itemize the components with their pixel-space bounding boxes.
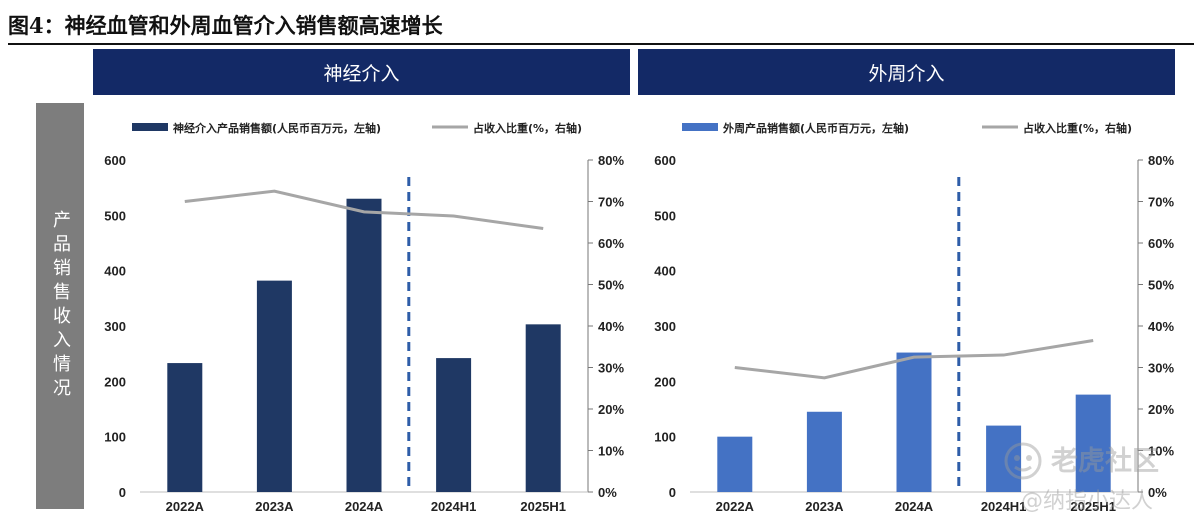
y-right-tick-label: 40% xyxy=(1148,319,1174,334)
bar-2025H1 xyxy=(1075,394,1111,492)
y-right-tick-label: 20% xyxy=(1148,402,1174,417)
x-tick-label: 2022A xyxy=(716,499,755,514)
watermark-user: @纳指小达人 xyxy=(1021,489,1154,514)
legend: 外周产品销售额(人民币百万元，左轴) 占收入比重(%，右轴) xyxy=(682,121,1132,135)
bar-2024H1 xyxy=(436,358,472,492)
y-right-tick-label: 0% xyxy=(1148,485,1167,500)
y-left-tick-label: 100 xyxy=(104,430,126,445)
watermark-brand: 老虎社区 xyxy=(1051,446,1159,477)
y-right-tick-label: 70% xyxy=(598,195,624,210)
y-left-tick-label: 0 xyxy=(669,485,676,500)
title-divider xyxy=(8,43,1194,45)
y-right-tick-label: 70% xyxy=(1148,195,1174,210)
x-tick-label: 2024H1 xyxy=(431,499,477,514)
legend-line-label: 占收入比重(%，右轴) xyxy=(473,121,582,135)
watermark: 老虎社区 @纳指小达人 xyxy=(1003,435,1193,523)
bar-2024H1 xyxy=(986,425,1022,492)
y-right-tick-label: 20% xyxy=(598,402,624,417)
y-right-tick-label: 30% xyxy=(1148,361,1174,376)
x-tick-label: 2023A xyxy=(805,499,844,514)
y-left-tick-label: 600 xyxy=(654,153,676,168)
x-tick-label: 2025H1 xyxy=(1070,499,1116,514)
x-tick-label: 2024H1 xyxy=(981,499,1027,514)
neuro-chart: 神经介入产品销售额(人民币百万元，左轴) 占收入比重(%，右轴) 0 100 200 30… xyxy=(104,121,624,514)
y-left-tick-label: 200 xyxy=(654,374,676,389)
y-left-tick-label: 0 xyxy=(119,485,126,500)
y-left-tick-label: 400 xyxy=(104,264,126,279)
bar-2023A xyxy=(256,280,292,492)
y-left-tick-label: 500 xyxy=(104,208,126,223)
y-right-tick-label: 80% xyxy=(1148,153,1174,168)
neuro-panel-header: 神经介入 xyxy=(93,49,630,95)
y-right-tick-label: 80% xyxy=(598,153,624,168)
bar-2022A xyxy=(717,436,753,492)
legend-line-label: 占收入比重(%，右轴) xyxy=(1023,121,1132,135)
y-left-tick-label: 100 xyxy=(654,430,676,445)
y-left-tick-label: 500 xyxy=(654,208,676,223)
bar-2022A xyxy=(167,363,203,492)
legend-bar-label: 神经介入产品销售额(人民币百万元，左轴) xyxy=(173,121,381,135)
y-left-tick-label: 300 xyxy=(104,319,126,334)
tiger-logo-icon xyxy=(1004,442,1042,480)
bar-2024A xyxy=(896,352,932,492)
y-left-tick-label: 400 xyxy=(654,264,676,279)
y-left-tick-label: 600 xyxy=(104,153,126,168)
x-tick-label: 2022A xyxy=(166,499,205,514)
y-right-tick-label: 10% xyxy=(1148,444,1174,459)
x-tick-label: 2024A xyxy=(345,499,384,514)
periph-panel-header: 外周介入 xyxy=(638,49,1175,95)
bar-2025H1 xyxy=(525,324,561,492)
y-right-tick-label: 40% xyxy=(598,319,624,334)
y-right-tick-label: 10% xyxy=(598,444,624,459)
bar-2023A xyxy=(806,411,842,492)
y-left-tick-label: 300 xyxy=(654,319,676,334)
side-label-text: 产品销售收入情况 xyxy=(50,210,71,402)
y-right-tick-label: 60% xyxy=(598,236,624,251)
legend-bar-swatch xyxy=(682,123,718,131)
y-right-tick-label: 0% xyxy=(598,485,617,500)
legend: 神经介入产品销售额(人民币百万元，左轴) 占收入比重(%，右轴) xyxy=(132,121,582,135)
figure-title: 图4：神经血管和外周血管介入销售额高速增长 xyxy=(8,13,443,38)
y-left-tick-label: 200 xyxy=(104,374,126,389)
x-tick-label: 2024A xyxy=(895,499,934,514)
x-tick-label: 2023A xyxy=(255,499,294,514)
y-right-tick-label: 50% xyxy=(598,278,624,293)
side-axis-label: 产品销售收入情况 xyxy=(36,103,84,509)
y-right-tick-label: 30% xyxy=(598,361,624,376)
y-right-tick-label: 60% xyxy=(1148,236,1174,251)
y-right-tick-label: 50% xyxy=(1148,278,1174,293)
legend-bar-label: 外周产品销售额(人民币百万元，左轴) xyxy=(722,121,909,135)
x-tick-label: 2025H1 xyxy=(520,499,566,514)
bar-2024A xyxy=(346,198,382,492)
legend-bar-swatch xyxy=(132,123,168,131)
periph-chart: 外周产品销售额(人民币百万元，左轴) 占收入比重(%，右轴) 0 100 200 300 4… xyxy=(654,121,1174,514)
